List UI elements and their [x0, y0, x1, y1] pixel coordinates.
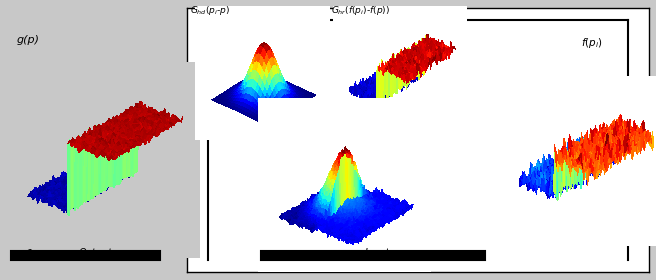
Text: $G_{hd}(p_i$-$p)$: $G_{hd}(p_i$-$p)$ [190, 4, 230, 17]
Text: Input: Input [365, 248, 390, 258]
Text: Output: Output [78, 248, 112, 258]
Text: g(p): g(p) [16, 35, 39, 45]
Text: $f(p_i)$: $f(p_i)$ [581, 36, 602, 50]
Text: $G_{hr}(f(p_i)$-$f(p))$: $G_{hr}(f(p_i)$-$f(p))$ [331, 4, 390, 17]
